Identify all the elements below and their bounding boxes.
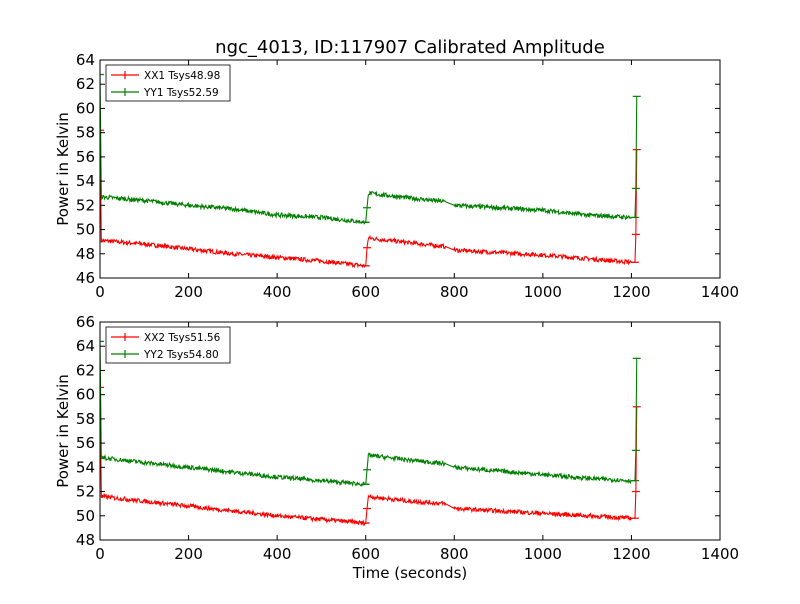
y-tick-label: 62 [76,75,95,93]
legend-label: YY2 Tsys54.80 [143,349,219,361]
y-tick-label: 58 [76,410,95,428]
legend-label: YY1 Tsys52.59 [143,87,219,99]
x-tick-label: 800 [440,283,469,301]
x-tick-label: 200 [174,545,203,563]
series-line-2 [100,74,638,225]
legend: XX2 Tsys51.56 YY2 Tsys54.80 [105,326,231,364]
y-tick-label: 50 [76,221,95,239]
x-tick-label: 1200 [612,283,650,301]
x-tick-label: 1400 [701,545,739,563]
y-tick-label: 56 [76,434,95,452]
legend-label: XX2 Tsys51.56 [144,332,221,344]
legend: XX1 Tsys48.98 YY1 Tsys52.59 [105,64,231,102]
chart-title: ngc_4013, ID:117907 Calibrated Amplitude [215,37,605,58]
y-tick-label: 54 [76,172,95,190]
y-tick-label: 64 [76,337,95,355]
y-tick-label: 66 [76,313,95,331]
x-tick-label: 1200 [612,545,650,563]
x-tick-label: 400 [263,283,292,301]
y-tick-label: 54 [76,458,95,476]
subplot-2: 0 200 400 600 800 1000 1200 1400 48 50 52 54 56 58 60 6… [54,313,739,582]
series-line-2 [100,341,638,488]
y-tick-label: 52 [76,483,95,501]
y-axis-label: Power in Kelvin [54,374,72,488]
y-tick-label: 60 [76,386,95,404]
y-tick-label: 62 [76,361,95,379]
x-tick-label: 200 [174,283,203,301]
plot-area [100,73,641,269]
y-axis-label: Power in Kelvin [54,112,72,226]
legend-box [105,64,231,102]
subplot-1: 0 200 400 600 800 1000 1200 1400 46 48 50 52 54 56 58 6… [54,37,739,301]
x-tick-label: 0 [95,283,105,301]
y-tick-label: 64 [76,51,95,69]
y-tick-label: 52 [76,196,95,214]
x-tick-label: 600 [351,283,380,301]
x-tick-label: 800 [440,545,469,563]
y-tick-label: 58 [76,124,95,142]
x-tick-label: 1000 [524,283,562,301]
y-tick-label: 56 [76,148,95,166]
y-tick-label: 46 [76,269,95,287]
plot-area [100,340,641,526]
x-axis-label: Time (seconds) [352,564,468,582]
x-tick-label: 0 [95,545,105,563]
y-tick-label: 50 [76,507,95,525]
x-tick-label: 1400 [701,283,739,301]
series-line-1 [100,130,638,269]
legend-box [105,326,231,364]
y-tick-label: 48 [76,531,95,549]
axes-frame [99,59,721,279]
y-tick-label: 60 [76,99,95,117]
x-tick-label: 1000 [524,545,562,563]
y-tick-label: 48 [76,245,95,263]
x-tick-label: 400 [263,545,292,563]
axes-frame [99,321,721,541]
legend-label: XX1 Tsys48.98 [144,70,220,82]
series-line-1 [100,387,638,526]
x-tick-label: 600 [351,545,380,563]
